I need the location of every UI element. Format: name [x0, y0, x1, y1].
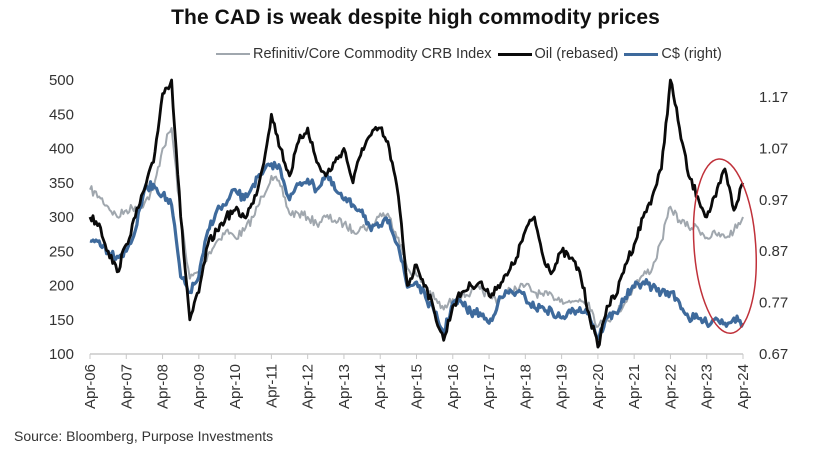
x-tick-label: Apr-13 [336, 364, 353, 409]
series-line-oil [88, 78, 745, 349]
y-right-tick-label: 0.77 [759, 295, 788, 312]
legend-label-cad: C$ (right) [661, 46, 722, 62]
x-tick-label: Apr-16 [445, 364, 462, 409]
y-axis-right: 0.67 0.77 0.87 0.97 1.07 1.17 [759, 89, 788, 363]
series-layer [88, 78, 745, 349]
x-tick-label: Apr-06 [82, 364, 99, 409]
legend-item-crb: Refinitiv/Core Commodity CRB Index [216, 46, 492, 62]
x-tick-label: Apr-10 [227, 364, 244, 409]
x-tick-label: Apr-14 [372, 364, 389, 409]
legend-item-oil: Oil (rebased) [497, 46, 619, 62]
y-left-tick-label: 500 [49, 72, 74, 89]
x-tick-label: Apr-15 [409, 364, 426, 409]
x-tick-label: Apr-11 [263, 364, 280, 408]
y-left-tick-label: 350 [49, 175, 74, 192]
annotation-layer [692, 158, 757, 335]
y-left-tick-label: 100 [49, 346, 74, 363]
x-axis: Apr-06 Apr-07 Apr-08 Apr-09 Apr-10 Apr-11 Apr-… [82, 353, 752, 409]
y-right-tick-label: 0.67 [759, 346, 788, 363]
legend-swatch-crb [216, 53, 250, 55]
x-tick-label: Apr-17 [481, 364, 498, 409]
y-left-tick-label: 450 [49, 106, 74, 123]
y-right-tick-label: 0.87 [759, 243, 788, 260]
legend-label-oil: Oil (rebased) [534, 46, 619, 62]
y-right-tick-label: 1.17 [759, 89, 788, 106]
x-tick-label: Apr-21 [626, 364, 643, 409]
x-tick-label: Apr-23 [699, 364, 716, 409]
x-tick-label: Apr-07 [118, 364, 135, 409]
y-axis-left: 100 150 200 250 300 350 400 450 500 [49, 72, 74, 363]
y-left-tick-label: 300 [49, 209, 74, 226]
legend: Refinitiv/Core Commodity CRB Index Oil (… [216, 44, 728, 64]
highlight-ellipse [692, 158, 757, 335]
x-tick-label: Apr-20 [590, 364, 607, 409]
x-tick-label: Apr-24 [735, 364, 752, 409]
legend-label-crb: Refinitiv/Core Commodity CRB Index [253, 46, 492, 62]
x-tick-label: Apr-12 [300, 364, 317, 409]
x-tick-label: Apr-09 [191, 364, 208, 409]
legend-item-cad: C$ (right) [624, 46, 722, 62]
legend-swatch-oil [497, 52, 532, 56]
x-tick-label: Apr-18 [517, 364, 534, 409]
source-note: Source: Bloomberg, Purpose Investments [14, 428, 274, 444]
y-left-tick-label: 250 [49, 243, 74, 260]
y-left-tick-label: 150 [49, 312, 74, 329]
x-tick-label: Apr-19 [554, 364, 571, 409]
y-right-tick-label: 0.97 [759, 192, 788, 209]
x-tick-label: Apr-08 [155, 364, 172, 409]
y-left-tick-label: 400 [49, 141, 74, 158]
legend-swatch-cad [624, 52, 659, 56]
chart-title: The CAD is weak despite high commodity p… [171, 6, 660, 29]
x-tick-label: Apr-22 [662, 364, 679, 409]
y-right-tick-label: 1.07 [759, 140, 788, 157]
series-line-cad [89, 160, 745, 341]
y-left-tick-label: 200 [49, 278, 74, 295]
